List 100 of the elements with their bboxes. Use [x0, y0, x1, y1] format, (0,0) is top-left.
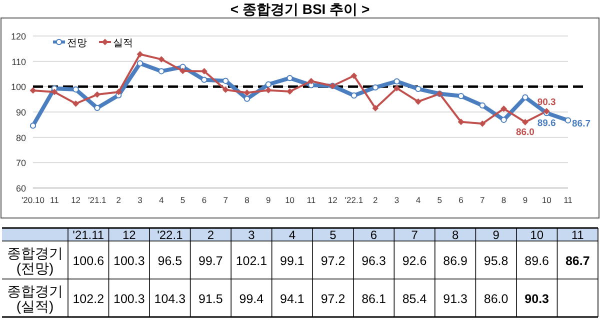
data-label: 91.5: [198, 292, 223, 306]
data-label: 102.1: [236, 254, 268, 268]
x-tick-label: 9: [522, 195, 528, 205]
point: [564, 117, 572, 124]
x-tick-label: 11: [571, 228, 584, 242]
x-tick-label: 2: [207, 228, 214, 242]
x-tick-label: 8: [501, 195, 506, 205]
legend-label: 전망: [67, 38, 87, 49]
x-tick-label: '20.10: [22, 195, 45, 205]
x-tick-label: 11: [50, 195, 60, 205]
data-label: 97.2: [320, 292, 346, 306]
point: [415, 86, 422, 92]
x-tick-label: 10: [530, 228, 544, 242]
y-tick-label: 110: [12, 56, 26, 67]
x-tick-label: 12: [328, 195, 338, 205]
x-tick-label: 4: [159, 195, 164, 205]
data-label: 94.1: [280, 292, 304, 306]
point: [30, 122, 36, 129]
chart-title: < 종합경기 BSI 추이 >: [230, 1, 370, 17]
data-label: 104.3: [154, 292, 186, 306]
x-tick-label: 7: [223, 195, 228, 205]
x-tick-label: 5: [437, 195, 442, 205]
data-label: 90.3: [524, 292, 550, 306]
x-tick-label: 9: [266, 195, 272, 205]
x-tick-label: 4: [288, 228, 296, 242]
x-tick-label: 6: [458, 195, 464, 205]
y-tick-label: 70: [16, 158, 26, 168]
data-label: 92.6: [402, 254, 427, 268]
x-tick-label: 5: [180, 195, 186, 205]
data-label: 95.8: [484, 254, 508, 268]
data-label: 89.6: [524, 254, 550, 268]
data-label: 86.9: [443, 254, 468, 268]
point: [265, 87, 272, 94]
x-tick-label: 2: [373, 195, 378, 205]
point: [500, 106, 507, 112]
y-tick-label: 종합경기 (전망): [7, 245, 63, 276]
point: [458, 118, 464, 126]
x-tick-label: 2: [116, 195, 122, 205]
data-label: 86.7: [572, 118, 590, 130]
y-tick-label: 종합경기 (실적): [7, 283, 63, 314]
point: [522, 118, 528, 126]
x-tick-label: 11: [306, 195, 316, 205]
point: [522, 94, 528, 100]
data-label: 100.3: [114, 254, 145, 268]
data-label: 90.3: [537, 97, 556, 108]
point: [265, 81, 272, 88]
point: [394, 78, 400, 84]
point: [201, 68, 208, 74]
data-label: 99.4: [239, 292, 264, 306]
x-tick-label: 8: [452, 228, 459, 242]
x-tick-label: 10: [542, 195, 552, 205]
x-tick-label: 7: [411, 228, 418, 242]
y-tick-label: 120: [10, 32, 26, 42]
point: [158, 56, 165, 63]
y-tick-label: 90: [16, 108, 26, 118]
data-label: 99.1: [280, 254, 304, 268]
point: [115, 88, 122, 96]
data-label: 96.5: [158, 254, 182, 268]
data-label: 89.6: [537, 118, 556, 130]
x-tick-label: '21.11: [72, 228, 104, 242]
point: [372, 84, 378, 91]
point: [94, 91, 100, 98]
x-tick-label: 5: [330, 228, 337, 242]
data-label: 85.4: [402, 292, 427, 306]
point: [158, 68, 164, 74]
data-label: 86.0: [516, 127, 534, 138]
point: [479, 120, 486, 127]
data-label: 86.7: [565, 254, 590, 268]
point: [308, 78, 314, 84]
data-label: 102.2: [72, 292, 104, 306]
x-tick-label: 7: [480, 195, 486, 205]
data-label: 86.1: [362, 292, 386, 306]
x-tick-label: 4: [416, 195, 421, 205]
point: [500, 116, 507, 123]
data-label: 100.3: [114, 292, 145, 306]
x-tick-label: 3: [138, 195, 143, 205]
point: [244, 96, 250, 102]
point: [222, 86, 229, 93]
point: [394, 84, 400, 92]
point: [286, 88, 293, 95]
x-tick-label: 10: [285, 195, 295, 205]
point: [222, 78, 229, 84]
point: [51, 88, 58, 96]
point: [415, 98, 422, 105]
point: [201, 76, 208, 83]
point: [94, 104, 100, 112]
point: [286, 74, 293, 82]
point: [479, 102, 486, 109]
data-label: 91.3: [443, 292, 468, 306]
x-tick-label: 8: [244, 195, 250, 205]
x-tick-label: '21.1: [88, 195, 107, 205]
y-tick-label: 100: [10, 82, 26, 92]
point: [458, 92, 464, 100]
x-tick-label: 3: [248, 228, 256, 242]
x-tick-label: 12: [122, 228, 136, 242]
x-tick-label: 6: [202, 195, 207, 205]
point: [350, 92, 358, 99]
data-label: 96.3: [362, 254, 386, 268]
data-label: 86.0: [484, 292, 508, 306]
data-label: 100.6: [72, 254, 104, 268]
